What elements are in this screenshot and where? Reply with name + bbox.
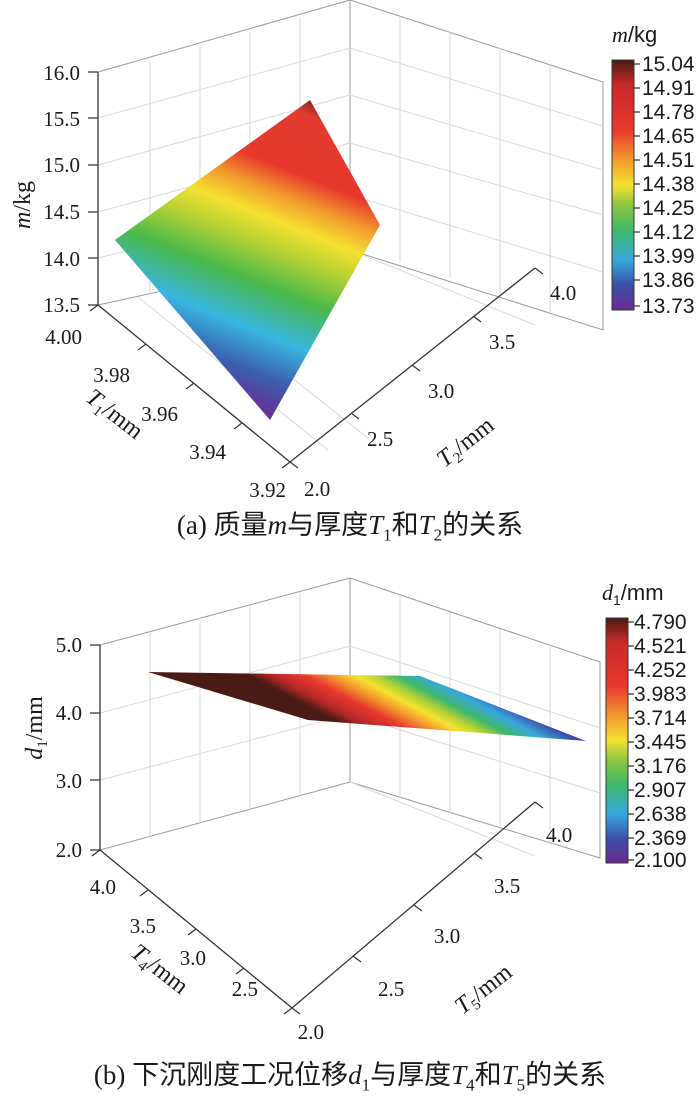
a-x-tick: 3.92 [249, 478, 286, 502]
a-y-tick: 4.0 [550, 281, 576, 305]
b-x-tick: 2.0 [298, 1020, 324, 1044]
a-cb-tick: 13.86 [642, 269, 695, 292]
a-x-tick: 3.96 [141, 402, 178, 426]
a-cb-tick: 14.12 [642, 221, 695, 244]
chart-b: 2.0 3.0 4.0 5.0 4.0 3.5 3.0 2.5 2.0 2.5 … [0, 550, 700, 1101]
chart-b-surface [148, 672, 586, 741]
b-y-label: T5/mm [450, 959, 519, 1022]
a-x-tick: 3.98 [93, 363, 130, 387]
a-z-tick: 15.5 [43, 107, 80, 131]
a-cb-tick: 15.04 [642, 53, 695, 76]
chart-b-svg: 2.0 3.0 4.0 5.0 4.0 3.5 3.0 2.5 2.0 2.5 … [22, 577, 687, 1044]
a-cb-tick: 14.65 [642, 125, 695, 148]
b-cb-tick: 4.521 [634, 635, 687, 658]
b-z-tick: 3.0 [56, 769, 82, 793]
b-cb-tick: 2.369 [634, 827, 687, 850]
a-colorbar-title: m/kg [612, 22, 657, 47]
a-cb-tick: 13.99 [642, 245, 695, 268]
b-x-tick: 2.5 [232, 977, 258, 1001]
a-y-tick: 3.5 [489, 330, 515, 354]
b-cb-tick: 2.100 [634, 849, 687, 872]
b-cb-tick: 2.907 [634, 779, 687, 802]
chart-b-axes [90, 644, 544, 1015]
a-cb-tick: 14.25 [642, 197, 695, 220]
a-y-tick: 3.0 [428, 379, 454, 403]
a-x-tick: 3.94 [189, 440, 226, 464]
b-cb-tick: 2.638 [634, 803, 687, 826]
a-y-label: T2/mm [432, 412, 501, 475]
b-cb-tick: 4.252 [634, 659, 687, 682]
a-z-tick: 13.5 [43, 293, 80, 317]
a-z-tick: 14.0 [43, 247, 80, 271]
a-y-tick: 2.0 [304, 477, 330, 501]
b-x-tick: 3.0 [180, 946, 206, 970]
a-caption: (a) 质量m与厚度T1和T2的关系 [176, 510, 524, 545]
a-cb-tick: 14.91 [642, 77, 695, 100]
b-z-tick: 4.0 [56, 701, 82, 725]
b-x-tick: 4.0 [90, 875, 116, 899]
b-y-tick: 3.0 [434, 924, 460, 948]
a-cb-tick: 14.78 [642, 101, 695, 124]
b-z-label: d1/mm [22, 696, 51, 760]
b-colorbar: d1/mm 4.790 4.521 4.252 3.983 3.714 3.44… [602, 580, 687, 872]
a-z-label: m/kg [10, 181, 36, 229]
b-x-tick: 3.5 [130, 914, 156, 938]
a-x-tick: 4.00 [45, 325, 82, 349]
b-y-tick: 4.0 [546, 823, 572, 847]
a-cb-tick: 13.73 [642, 295, 695, 318]
b-cb-tick: 3.445 [634, 731, 687, 754]
chart-a-axes [88, 71, 544, 469]
a-z-tick: 15.0 [43, 153, 80, 177]
b-colorbar-title: d1/mm [602, 580, 664, 608]
b-caption: (b) 下沉刚度工况位移d1与厚度T4和T5的关系 [93, 1060, 607, 1095]
b-cb-tick: 3.714 [634, 707, 687, 730]
a-cb-tick: 14.38 [642, 173, 695, 196]
a-cb-tick: 14.51 [642, 149, 695, 172]
chart-a: 13.5 14.0 14.5 15.0 15.5 16.0 4.00 3.98 … [0, 0, 700, 545]
b-y-tick: 2.5 [378, 977, 404, 1001]
chart-a-svg: 13.5 14.0 14.5 15.0 15.5 16.0 4.00 3.98 … [10, 0, 695, 502]
a-colorbar: m/kg 15.04 14.91 14.78 14.65 14.51 14.38… [611, 22, 695, 318]
b-cb-tick: 4.790 [634, 611, 687, 634]
a-z-tick: 16.0 [43, 61, 80, 85]
a-x-label: T1/mm [79, 384, 148, 447]
a-y-tick: 2.5 [367, 427, 393, 451]
b-z-tick: 2.0 [56, 838, 82, 862]
b-z-tick: 5.0 [56, 633, 82, 657]
a-z-tick: 14.5 [43, 200, 80, 224]
b-cb-tick: 3.983 [634, 683, 687, 706]
b-y-tick: 3.5 [494, 874, 520, 898]
chart-a-surface [115, 100, 380, 420]
b-cb-tick: 3.176 [634, 755, 687, 778]
